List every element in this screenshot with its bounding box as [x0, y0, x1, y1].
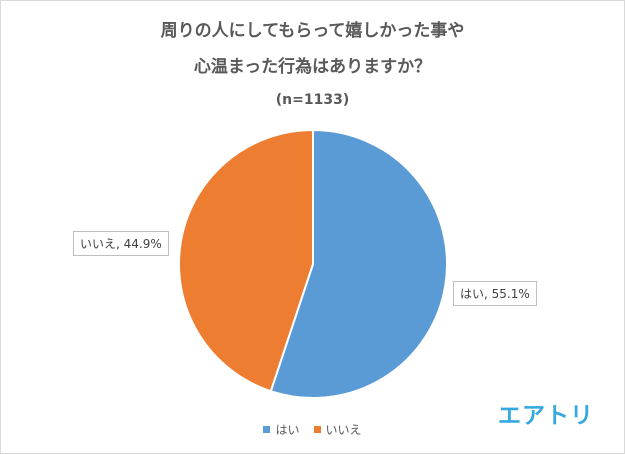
chart-title-line1: 周りの人にしてもらって嬉しかった事や: [160, 21, 465, 41]
chart-title-line2: 心温まった行為はありますか？: [193, 57, 432, 77]
legend-item-hai: はい: [263, 421, 300, 438]
airtrip-logo: エアトリ: [498, 403, 594, 429]
data-label-hai: はい, 55.1%: [453, 281, 537, 306]
chart-subtitle: (n=1133): [275, 92, 350, 108]
data-label-iie: いいえ, 44.9%: [73, 231, 169, 256]
legend-item-iie: いいえ: [313, 421, 362, 438]
legend-swatch-iie: [313, 426, 321, 433]
legend-label-hai: はい: [275, 423, 300, 437]
legend-label-iie: いいえ: [325, 423, 362, 437]
pie-slice-1: [178, 128, 314, 393]
legend-swatch-hai: [263, 426, 271, 433]
legend: はい いいえ: [0, 421, 625, 438]
pie-slice-0: [269, 128, 448, 399]
